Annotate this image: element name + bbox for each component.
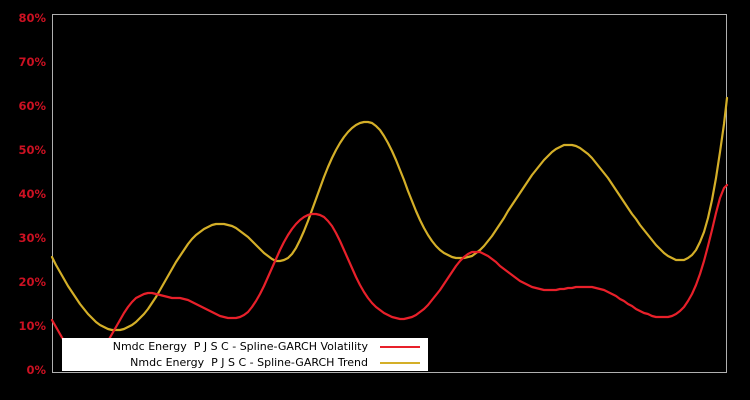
plot-frame — [52, 14, 727, 373]
series-line-volatility — [50, 183, 729, 363]
ytick-label-50: 50% — [18, 143, 46, 157]
legend-entry-volatility: Nmdc Energy P J S C - Spline-GARCH Volat… — [62, 339, 428, 355]
ytick-label-40: 40% — [18, 187, 46, 201]
legend-label-volatility: Nmdc Energy P J S C - Spline-GARCH Volat… — [112, 340, 368, 353]
ytick-label-60: 60% — [18, 99, 46, 113]
legend-label-trend: Nmdc Energy P J S C - Spline-GARCH Trend — [130, 356, 368, 369]
series-line-trend — [50, 96, 729, 332]
ytick-label-20: 20% — [18, 275, 46, 289]
ytick-label-30: 30% — [18, 231, 46, 245]
legend-swatch-trend — [380, 362, 420, 364]
ytick-label-80: 80% — [18, 11, 46, 25]
ytick-label-70: 70% — [18, 55, 46, 69]
chart-legend: Nmdc Energy P J S C - Spline-GARCH Volat… — [62, 338, 428, 371]
ytick-label-0: 0% — [26, 363, 46, 377]
ytick-label-10: 10% — [18, 319, 46, 333]
legend-entry-trend: Nmdc Energy P J S C - Spline-GARCH Trend — [62, 355, 428, 371]
legend-swatch-volatility — [380, 346, 420, 348]
